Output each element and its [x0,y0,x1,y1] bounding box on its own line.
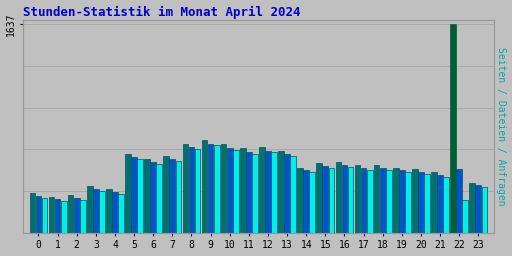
Bar [297,168,303,233]
Bar [99,191,105,233]
Bar [443,177,449,233]
Bar [208,144,214,233]
Bar [361,168,367,233]
Bar [316,163,322,233]
Bar [221,144,226,233]
Bar [374,165,379,233]
Bar [380,168,386,233]
Bar [74,198,79,233]
Bar [233,150,239,233]
Bar [125,154,131,233]
Bar [355,165,360,233]
Bar [431,172,437,233]
Bar [49,197,54,233]
Bar [214,145,220,233]
Y-axis label: Seiten / Dateien / Anfragen: Seiten / Dateien / Anfragen [497,47,506,206]
Bar [118,194,124,233]
Bar [144,159,150,233]
Bar [450,24,456,233]
Bar [259,147,265,233]
Bar [80,200,86,233]
Bar [151,162,156,233]
Bar [418,172,424,233]
Bar [55,199,60,233]
Bar [405,172,411,233]
Bar [271,152,277,233]
Bar [437,175,443,233]
Bar [240,148,246,233]
Bar [42,198,48,233]
Bar [106,189,112,233]
Bar [202,140,207,233]
Bar [462,200,468,233]
Bar [176,161,181,233]
Text: Stunden-Statistik im Monat April 2024: Stunden-Statistik im Monat April 2024 [23,6,301,19]
Bar [476,185,481,233]
Bar [157,164,162,233]
Bar [252,154,258,233]
Bar [68,195,74,233]
Bar [309,172,315,233]
Bar [112,192,118,233]
Bar [304,170,309,233]
Bar [137,159,143,233]
Bar [195,149,201,233]
Bar [36,196,41,233]
Bar [246,152,252,233]
Bar [393,168,399,233]
Bar [456,169,462,233]
Bar [278,151,284,233]
Bar [227,148,232,233]
Bar [323,166,328,233]
Bar [367,170,373,233]
Bar [348,167,353,233]
Bar [335,162,341,233]
Bar [482,187,487,233]
Bar [30,193,35,233]
Bar [386,170,392,233]
Bar [131,157,137,233]
Bar [284,154,290,233]
Bar [93,189,99,233]
Bar [412,169,418,233]
Bar [329,168,334,233]
Bar [342,165,347,233]
Bar [163,156,169,233]
Bar [424,174,430,233]
Bar [265,151,271,233]
Bar [188,147,195,233]
Bar [290,156,296,233]
Bar [399,170,404,233]
Bar [169,159,175,233]
Bar [87,186,93,233]
Bar [61,201,67,233]
Bar [470,183,475,233]
Bar [182,144,188,233]
